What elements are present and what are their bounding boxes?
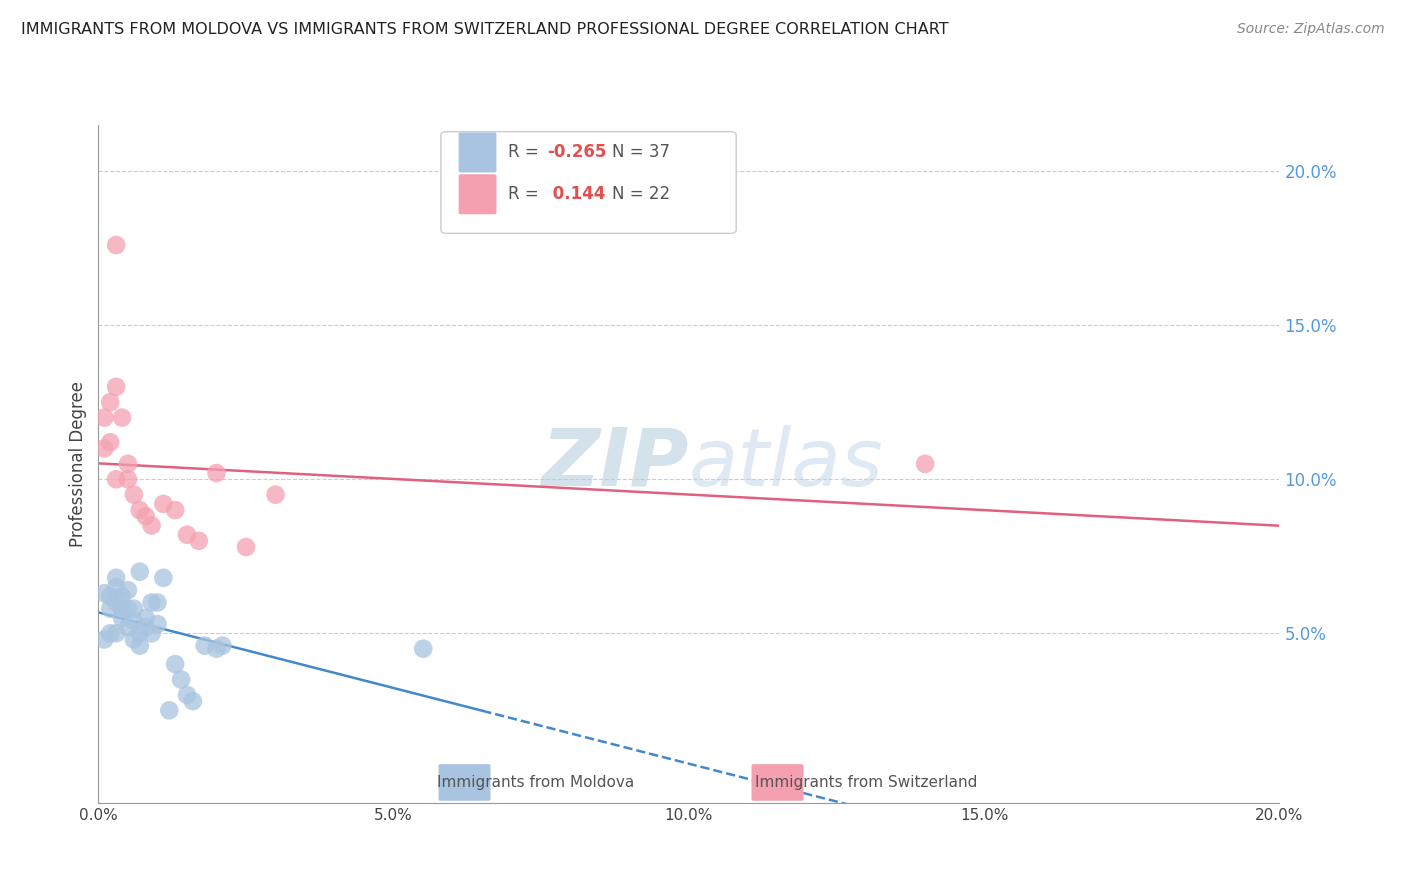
Point (165, 657, 187, 672)
Point (176, 688, 198, 702)
Text: Immigrants from Moldova: Immigrants from Moldova (437, 775, 634, 790)
Text: ZIP: ZIP (541, 425, 689, 503)
FancyBboxPatch shape (441, 132, 737, 234)
Point (117, 472, 139, 486)
Point (128, 503, 150, 517)
Point (98, 435, 121, 450)
Point (105, 595, 128, 609)
Point (122, 632, 145, 647)
Text: -0.265: -0.265 (547, 144, 606, 161)
Point (93, 586, 115, 600)
Point (264, 488, 287, 502)
Point (98, 626, 121, 640)
Point (105, 571, 128, 585)
Point (211, 639, 233, 653)
FancyBboxPatch shape (439, 764, 491, 801)
Point (98, 590, 121, 604)
Point (111, 611, 134, 625)
Point (152, 571, 174, 585)
Point (98, 395, 121, 409)
Point (105, 626, 128, 640)
Point (914, 457, 936, 471)
Text: atlas: atlas (689, 425, 884, 503)
Point (194, 639, 217, 653)
Point (187, 533, 209, 548)
Text: 0.144: 0.144 (547, 186, 606, 203)
Point (93, 442, 115, 456)
Point (128, 626, 150, 640)
Point (181, 694, 204, 708)
Point (135, 611, 157, 625)
Point (105, 580, 128, 594)
Text: R =: R = (508, 144, 544, 161)
Point (122, 488, 145, 502)
Point (105, 472, 128, 486)
Text: R =: R = (508, 186, 544, 203)
Point (122, 601, 145, 615)
Point (165, 503, 187, 517)
Point (105, 238, 128, 252)
Point (98, 601, 121, 615)
Point (93, 410, 115, 425)
Point (122, 614, 145, 628)
Point (111, 410, 134, 425)
FancyBboxPatch shape (458, 133, 496, 172)
Point (205, 466, 228, 480)
Point (235, 540, 257, 554)
Point (135, 509, 157, 524)
Point (111, 601, 134, 615)
Text: Source: ZipAtlas.com: Source: ZipAtlas.com (1237, 22, 1385, 37)
FancyBboxPatch shape (752, 764, 803, 801)
Text: N = 22: N = 22 (612, 186, 671, 203)
Point (152, 497, 174, 511)
Point (128, 639, 150, 653)
Point (117, 583, 139, 598)
Point (105, 380, 128, 394)
Point (117, 601, 139, 615)
Point (117, 620, 139, 634)
Point (146, 617, 169, 632)
FancyBboxPatch shape (458, 174, 496, 214)
Text: N = 37: N = 37 (612, 144, 671, 161)
Text: Immigrants from Switzerland: Immigrants from Switzerland (755, 775, 977, 790)
Point (205, 641, 228, 656)
Point (111, 590, 134, 604)
Point (146, 595, 169, 609)
Point (135, 620, 157, 634)
Point (157, 703, 180, 717)
Text: IMMIGRANTS FROM MOLDOVA VS IMMIGRANTS FROM SWITZERLAND PROFESSIONAL DEGREE CORRE: IMMIGRANTS FROM MOLDOVA VS IMMIGRANTS FR… (21, 22, 949, 37)
Y-axis label: Professional Degree: Professional Degree (69, 381, 87, 547)
Point (141, 518, 163, 533)
Point (117, 457, 139, 471)
Point (141, 626, 163, 640)
Point (93, 632, 115, 647)
Point (141, 595, 163, 609)
Point (176, 527, 198, 541)
Point (412, 641, 434, 656)
Point (128, 565, 150, 579)
Point (170, 673, 193, 687)
